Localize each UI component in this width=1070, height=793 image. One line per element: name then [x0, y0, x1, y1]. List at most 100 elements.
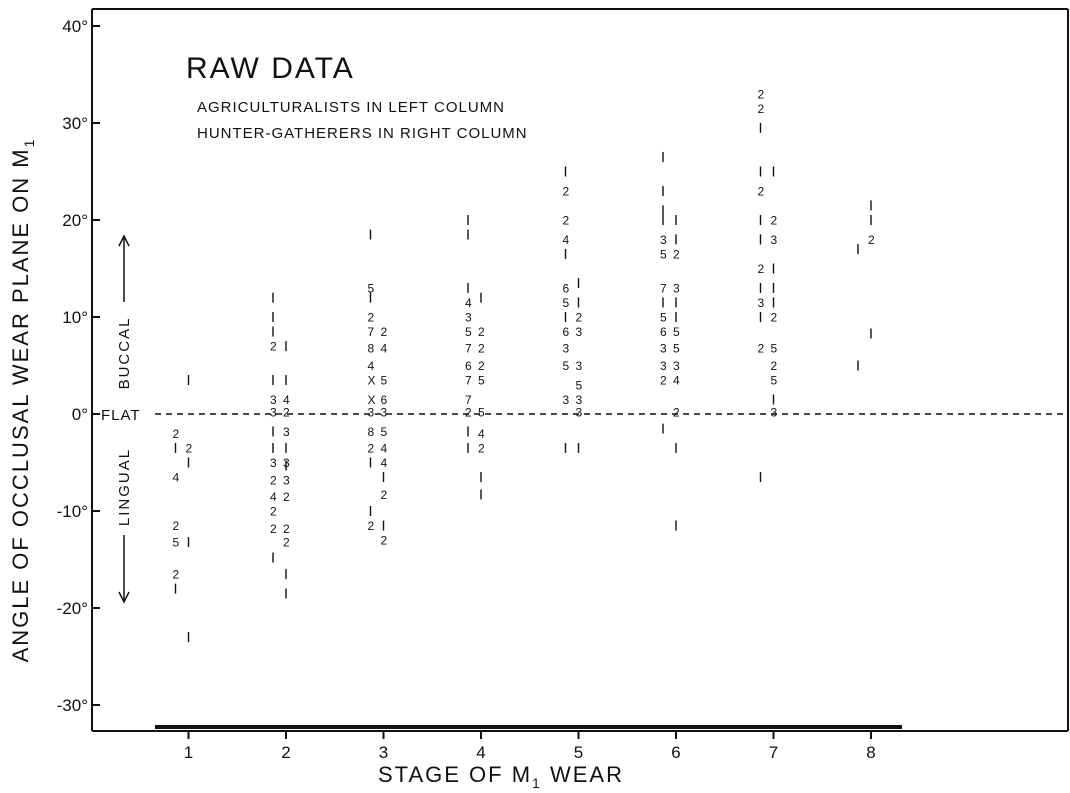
data-mark: 3: [283, 425, 290, 439]
data-mark: 7: [465, 342, 472, 356]
data-mark: 3: [270, 406, 277, 420]
data-mark: 2: [368, 441, 375, 455]
data-mark: 3: [563, 393, 570, 407]
data-mark: 3: [270, 456, 277, 470]
data-mark: 2: [368, 311, 375, 325]
data-mark: 6: [660, 325, 667, 339]
data-mark: 7: [368, 325, 375, 339]
data-mark: 3: [758, 296, 765, 310]
data-mark: 2: [478, 441, 485, 455]
data-mark: 3: [576, 393, 583, 407]
x-axis-title-subscript: 1: [532, 775, 542, 791]
data-mark: 5: [368, 281, 375, 295]
data-mark: 3: [771, 406, 778, 420]
data-mark: 5: [660, 311, 667, 325]
data-mark: 5: [563, 359, 570, 373]
flat-reference: FLAT: [101, 407, 1066, 424]
y-tick-label: -10°: [57, 502, 88, 521]
data-mark: 3: [673, 281, 680, 295]
data-mark: 2: [673, 247, 680, 261]
data-mark: 5: [771, 374, 778, 388]
lingual-arrow-head: [118, 591, 130, 604]
chart-subtitle-2: HUNTER-GATHERERS IN RIGHT COLUMN: [197, 125, 528, 142]
data-mark: 2: [173, 427, 180, 441]
data-mark: 5: [478, 406, 485, 420]
data-mark: 5: [381, 374, 388, 388]
data-mark: 4: [381, 441, 388, 455]
data-mark: 2: [270, 473, 277, 487]
data-mark: 2: [758, 262, 765, 276]
data-mark: 3: [660, 233, 667, 247]
x-tick-label: 2: [281, 743, 290, 762]
y-axis-title-subscript: 1: [21, 138, 37, 148]
data-mark: 2: [283, 522, 290, 536]
annotations: BUCCAL LINGUAL: [116, 234, 133, 604]
x-tick-label: 3: [379, 743, 388, 762]
data-mark: 2: [465, 406, 472, 420]
data-mark: 2: [270, 505, 277, 519]
data-mark: 3: [771, 233, 778, 247]
data-mark: 2: [563, 184, 570, 198]
data-mark: 2: [381, 488, 388, 502]
buccal-label: BUCCAL: [116, 317, 133, 390]
data-mark: 2: [673, 406, 680, 420]
data-mark: 2: [270, 522, 277, 536]
data-mark: 4: [563, 233, 570, 247]
data-mark: 2: [270, 340, 277, 354]
data-mark: 5: [381, 425, 388, 439]
y-tick-label: -20°: [57, 599, 88, 618]
data-mark: 2: [283, 490, 290, 504]
chart-title: RAW DATA: [186, 52, 355, 85]
data-mark: 4: [173, 471, 180, 485]
plot-frame: [91, 8, 1069, 732]
data-mark: 4: [465, 296, 472, 310]
data-mark: 5: [563, 296, 570, 310]
data-mark: 3: [270, 393, 277, 407]
data-mark: 3: [576, 325, 583, 339]
y-tick-label: 40°: [62, 17, 88, 36]
y-axis: -30° -20° -10° 0° 10° 20° 30° 40°: [57, 17, 100, 715]
data-mark: 2: [478, 342, 485, 356]
data-mark: 4: [381, 456, 388, 470]
data-mark: 5: [660, 247, 667, 261]
data-mark: 5: [771, 342, 778, 356]
y-axis-title-main: ANGLE OF OCCLUSAL WEAR PLANE ON M: [8, 147, 33, 662]
x-tick-label: 6: [671, 743, 680, 762]
y-tick-label: 10°: [62, 308, 88, 327]
y-tick-label: 20°: [62, 211, 88, 230]
data-mark: 6: [563, 325, 570, 339]
data-mark: 7: [465, 374, 472, 388]
y-tick-label: 0°: [72, 405, 88, 424]
data-mark: 3: [673, 359, 680, 373]
data-mark: 2: [758, 342, 765, 356]
data-mark: 3: [368, 406, 375, 420]
x-axis: 1 2 3 4 5 6 7 8: [155, 725, 902, 762]
data-mark: 6: [563, 281, 570, 295]
data-mark: 2: [478, 359, 485, 373]
data-mark: 2: [283, 536, 290, 550]
data-mark: 2: [173, 519, 180, 533]
x-axis-title-tail: WEAR: [542, 762, 624, 787]
flat-label: FLAT: [101, 407, 141, 424]
data-mark: X: [368, 393, 376, 407]
data-marks: 242522333242252784XX38224357677222465635…: [173, 87, 875, 643]
data-mark: 3: [381, 406, 388, 420]
data-mark: 2: [381, 534, 388, 548]
data-mark: 2: [771, 311, 778, 325]
chart-subtitle-1: AGRICULTURALISTS IN LEFT COLUMN: [197, 99, 505, 116]
lingual-label: LINGUAL: [116, 448, 133, 526]
data-mark: 2: [173, 568, 180, 582]
data-mark: 5: [576, 378, 583, 392]
data-mark: 3: [576, 406, 583, 420]
data-mark: 5: [465, 325, 472, 339]
data-mark: 3: [660, 359, 667, 373]
data-mark: 5: [478, 374, 485, 388]
data-mark: 4: [368, 359, 375, 373]
data-mark: 2: [381, 325, 388, 339]
x-tick-label: 1: [184, 743, 193, 762]
y-axis-title: ANGLE OF OCCLUSAL WEAR PLANE ON M1: [8, 138, 37, 663]
data-mark: 7: [465, 393, 472, 407]
data-mark: 8: [368, 425, 375, 439]
data-mark: 6: [465, 359, 472, 373]
data-mark: 5: [173, 536, 180, 550]
